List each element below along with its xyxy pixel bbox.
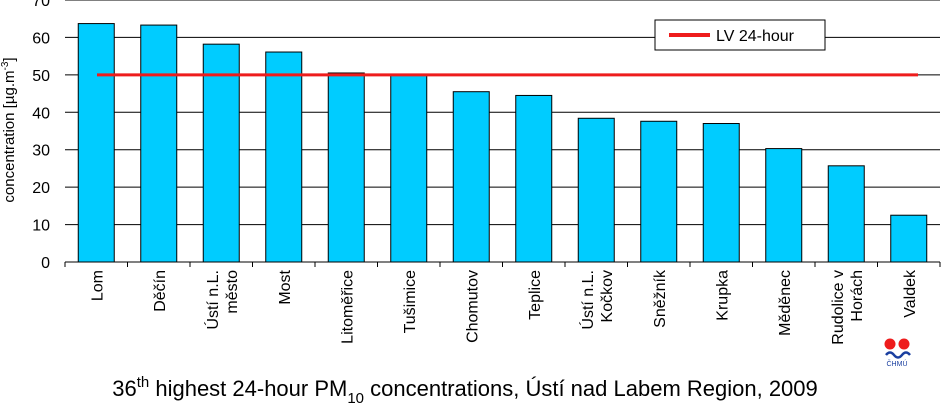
x-tick-label-text: Most: [277, 269, 294, 304]
x-tick-label: Ústí n.L. město: [203, 270, 241, 330]
bar: [390, 74, 428, 263]
x-tick-label-text: Měděnec: [777, 270, 794, 336]
x-tick-label-line: Lom: [89, 270, 106, 301]
y-tick-label: 10: [32, 218, 50, 235]
y-tick-label: 70: [32, 0, 50, 10]
x-tick-label-line: Valdek: [902, 269, 919, 318]
x-tick-label: Tušimice: [402, 270, 419, 334]
bar: [452, 91, 490, 263]
x-tick-label-text: Teplice: [527, 270, 544, 320]
x-tick-label-line: Most: [277, 269, 294, 304]
x-tick-label: Sněžník: [652, 269, 669, 328]
chmu-logo: ČHMÚ: [884, 338, 911, 368]
bar: [77, 23, 115, 263]
x-tick-label-line: Ústí n.L.: [203, 270, 222, 330]
title-pre: 36: [112, 376, 136, 401]
x-tick-label-line: Rudolice v: [830, 270, 847, 345]
x-tick-label: Teplice: [527, 270, 544, 320]
bar: [765, 148, 803, 263]
x-tick-label-text: Chomutov: [464, 270, 481, 343]
legend-label: LV 24-hour: [716, 28, 795, 45]
x-tick-label: Litoměřice: [339, 270, 356, 344]
x-tick-label-text: Děčín: [152, 270, 169, 312]
x-tick-label-line: Ústí n.L.: [578, 270, 597, 330]
title-mid: highest 24-hour PM: [149, 376, 347, 401]
x-tick-label-line: Krupka: [714, 270, 731, 321]
title-post: concentrations, Ústí nad Labem Region, 2…: [364, 376, 818, 401]
legend: LV 24-hour: [654, 19, 826, 51]
x-axis-ticks: [64, 262, 941, 267]
bar: [515, 94, 553, 263]
y-tick-label: 30: [32, 143, 50, 160]
x-axis-labels: Lom Děčín Ústí n.L. město Most Litoměřice Tuši…: [89, 269, 919, 345]
y-tick-label: 60: [32, 30, 50, 47]
bar: [140, 24, 178, 263]
y-axis-label-sup: -3: [0, 61, 11, 70]
x-tick-label-line: Kočkov: [599, 270, 616, 322]
x-tick-label: Valdek: [902, 269, 919, 318]
bar: [640, 120, 678, 263]
bar: [702, 123, 740, 263]
bar: [827, 165, 865, 263]
x-tick-label-text: Sněžník: [652, 269, 669, 328]
x-tick-label: Krupka: [714, 270, 731, 321]
x-tick-label-text: Tušimice: [402, 270, 419, 334]
title-sup: th: [137, 374, 150, 391]
x-tick-label: Měděnec: [777, 270, 794, 336]
x-tick-label-text: Ústí n.L. Kočkov: [578, 270, 616, 330]
y-axis-label-main: concentration [µg.m: [1, 71, 18, 203]
logo-text: ČHMÚ: [887, 359, 908, 368]
x-tick-label: Děčín: [152, 270, 169, 312]
bar: [327, 72, 365, 263]
chart-title: 36th highest 24-hour PM10 concentrations…: [112, 374, 818, 407]
x-tick-label-line: Litoměřice: [339, 270, 356, 344]
x-tick-label-text: Valdek: [902, 269, 919, 318]
x-tick-label: Ústí n.L. Kočkov: [578, 270, 616, 330]
y-tick-label: 50: [32, 68, 50, 85]
x-tick-label-text: Lom: [89, 270, 106, 301]
logo-dot-left: [884, 338, 896, 350]
x-tick-label: Rudolice v Horách: [830, 270, 866, 345]
x-tick-label-line: Sněžník: [652, 269, 669, 328]
x-tick-label-line: Měděnec: [777, 270, 794, 336]
x-tick-label-text: Ústí n.L. město: [203, 270, 241, 330]
bars: [77, 23, 928, 263]
y-axis-label-end: ]: [1, 57, 18, 61]
y-tick-label: 0: [41, 255, 50, 272]
y-axis-label: concentration [µg.m-3]: [0, 57, 18, 202]
y-axis-ticks: 0 10 20 30 40 50 60 70: [32, 0, 50, 272]
bar: [265, 51, 303, 263]
y-tick-label: 40: [32, 105, 50, 122]
x-tick-label: Lom: [89, 270, 106, 301]
x-tick-label: Chomutov: [464, 270, 481, 343]
y-tick-label: 20: [32, 180, 50, 197]
x-tick-label-text: Krupka: [714, 270, 731, 321]
x-tick-label-line: Tušimice: [402, 270, 419, 334]
bar: [890, 214, 928, 263]
bar: [577, 117, 615, 263]
x-tick-label-line: Horách: [849, 270, 866, 322]
x-tick-label-line: Chomutov: [464, 270, 481, 343]
x-tick-label: Most: [277, 269, 294, 304]
x-tick-label-line: Teplice: [527, 270, 544, 320]
logo-dot-right: [898, 338, 910, 350]
x-tick-label-line: Děčín: [152, 270, 169, 312]
bar: [202, 43, 240, 263]
title-sub: 10: [347, 390, 364, 407]
x-tick-label-text: Litoměřice: [339, 270, 356, 344]
x-tick-label-line: město: [224, 270, 241, 314]
x-tick-label-text: Rudolice v Horách: [830, 270, 866, 345]
logo-wave-icon: [885, 351, 911, 359]
